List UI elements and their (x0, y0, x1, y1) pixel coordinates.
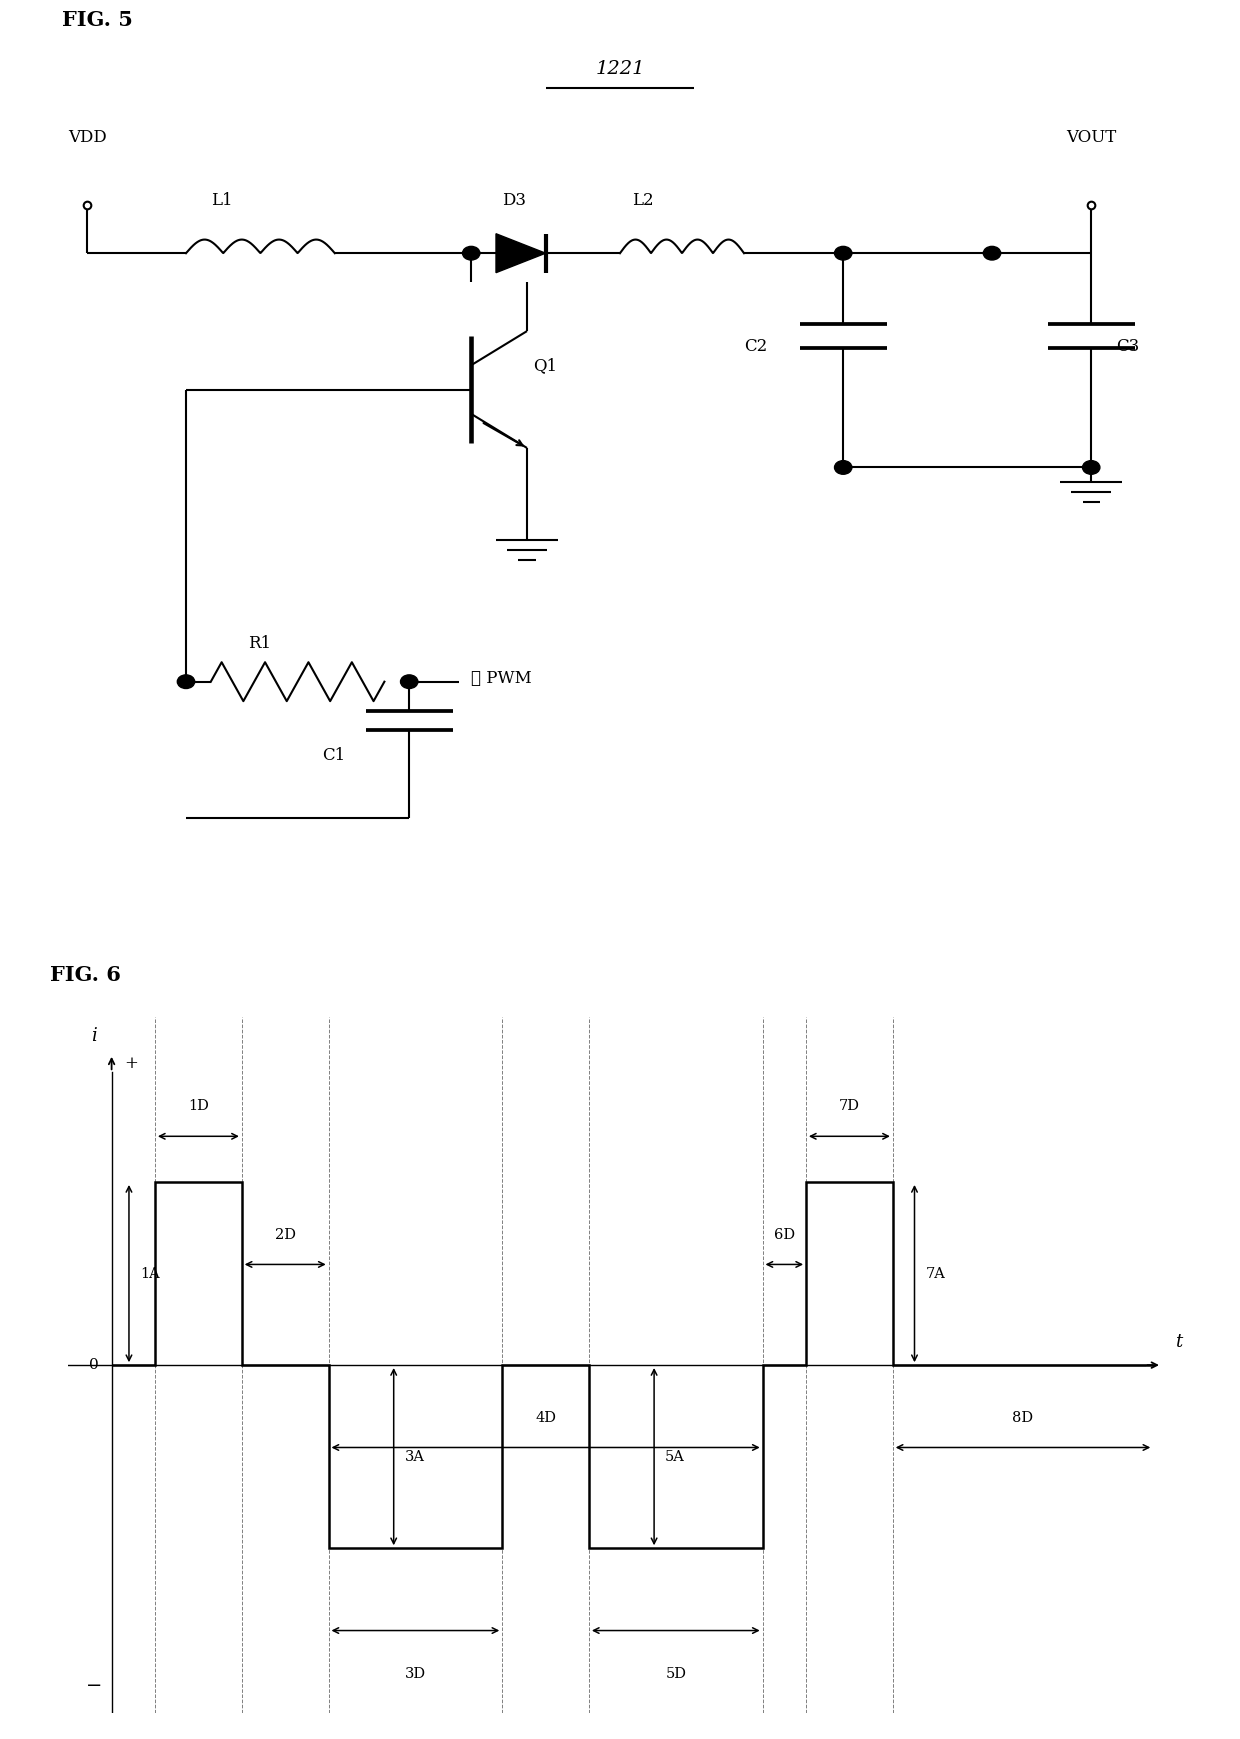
Polygon shape (496, 233, 546, 273)
Text: Q1: Q1 (533, 356, 557, 374)
Text: 5D: 5D (666, 1668, 686, 1682)
Text: R1: R1 (248, 635, 272, 652)
Circle shape (177, 675, 195, 689)
Text: 7D: 7D (839, 1099, 859, 1113)
Text: FIG. 5: FIG. 5 (62, 10, 133, 30)
Text: 6D: 6D (774, 1228, 795, 1242)
Text: 7A: 7A (925, 1266, 945, 1280)
Text: 1A: 1A (140, 1266, 160, 1280)
Text: C1: C1 (322, 746, 346, 763)
Text: 8D: 8D (1012, 1410, 1034, 1424)
Text: 5A: 5A (665, 1450, 684, 1464)
Text: ≪ PWM: ≪ PWM (471, 670, 532, 687)
Text: 0: 0 (89, 1358, 99, 1372)
Text: i: i (92, 1026, 97, 1045)
Text: 3A: 3A (404, 1450, 424, 1464)
Circle shape (835, 461, 852, 475)
Text: VDD: VDD (68, 129, 107, 146)
Text: L2: L2 (632, 191, 653, 209)
Text: VOUT: VOUT (1066, 129, 1117, 146)
Text: L1: L1 (211, 191, 232, 209)
Text: +: + (124, 1054, 139, 1071)
Text: D3: D3 (502, 191, 526, 209)
Text: 1D: 1D (188, 1099, 208, 1113)
Circle shape (463, 247, 480, 261)
Text: 4D: 4D (536, 1410, 556, 1424)
Circle shape (401, 675, 418, 689)
Text: 2D: 2D (275, 1228, 295, 1242)
Text: C3: C3 (1116, 337, 1140, 355)
Text: −: − (86, 1676, 103, 1694)
Circle shape (983, 247, 1001, 261)
Circle shape (1083, 461, 1100, 475)
Text: 1221: 1221 (595, 59, 645, 78)
Circle shape (835, 247, 852, 261)
Text: C2: C2 (744, 337, 768, 355)
Text: FIG. 6: FIG. 6 (50, 965, 120, 984)
Text: 3D: 3D (404, 1668, 427, 1682)
Text: t: t (1176, 1334, 1182, 1351)
